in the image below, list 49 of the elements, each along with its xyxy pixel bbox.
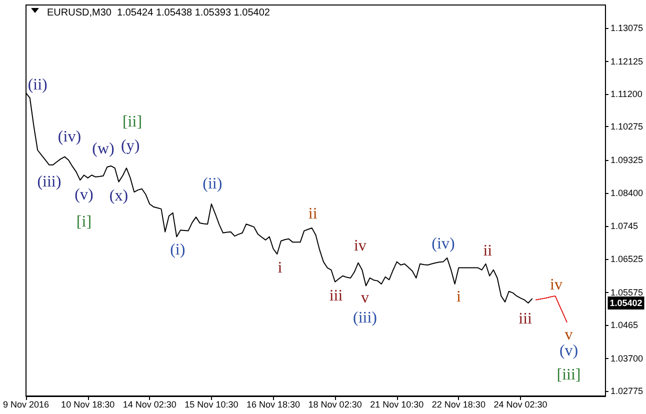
x-tick-label: 14 Nov 02:30 [122,400,176,410]
y-tick-label: 1.06525 [610,254,644,264]
y-tick-label: 1.10275 [610,122,644,132]
x-tick-label: 9 Nov 2016 [2,400,50,410]
annotation: v [360,290,369,306]
text: 1.05402 [610,298,642,308]
annotation: iv [354,238,366,254]
annotation: [ii] [122,114,142,130]
annotation: (iv) [58,128,82,146]
x-tick-label: 18 Nov 02:30 [308,400,362,410]
annotation: ii [308,206,318,222]
annotation: iii [329,288,344,304]
x-tick-label: 15 Nov 10:30 [184,400,238,410]
annotation: iii [518,310,533,328]
annotation: i [456,288,462,306]
x-tick-label: 24 Nov 02:30 [494,400,548,410]
annotation: (w) [92,140,114,158]
annotation: (iv) [432,236,455,252]
annotation: iv [550,276,562,294]
y-tick-label: 1.0745 [610,221,638,232]
annotation: (iii) [352,310,377,326]
annotation: (v) [74,186,94,204]
y-tick-label: 1.08400 [610,188,644,198]
y-tick-label: 1.12125 [610,56,644,67]
annotation: [i] [76,214,92,230]
line-series [535,295,568,323]
y-tick-label: 1.0465 [610,320,638,330]
annotation: (x) [109,188,128,204]
annotation: i [278,260,283,276]
x-tick-label: 16 Nov 18:30 [246,400,300,410]
y-tick-label: 1.13075 [610,23,644,34]
y-tick-label: 1.03700 [610,353,644,364]
annotation: (ii) [28,76,48,94]
annotation: v [564,326,573,344]
y-tick-label: 1.09325 [610,155,644,166]
y-tick-label: 1.11200 [610,89,642,100]
x-tick-label: 21 Nov 10:30 [370,400,424,410]
x-tick-label: 22 Nov 18:30 [432,400,486,410]
annotation: [iii] [556,366,581,384]
annotation: (i) [170,242,186,258]
annotation: (iii) [37,174,62,190]
x-tick-label: 10 Nov 18:30 [61,400,115,410]
y-tick-label: 1.02775 [610,386,644,396]
annotation: (ii) [202,176,222,192]
annotation: ii [483,242,493,260]
annotation: (v) [559,342,578,360]
annotation: (y) [120,138,140,154]
y-tick-label: 1.05575 [610,287,644,298]
chart-title: EURUSD,M30 1.05424 1.05438 1.05393 1.05402 [47,8,270,18]
